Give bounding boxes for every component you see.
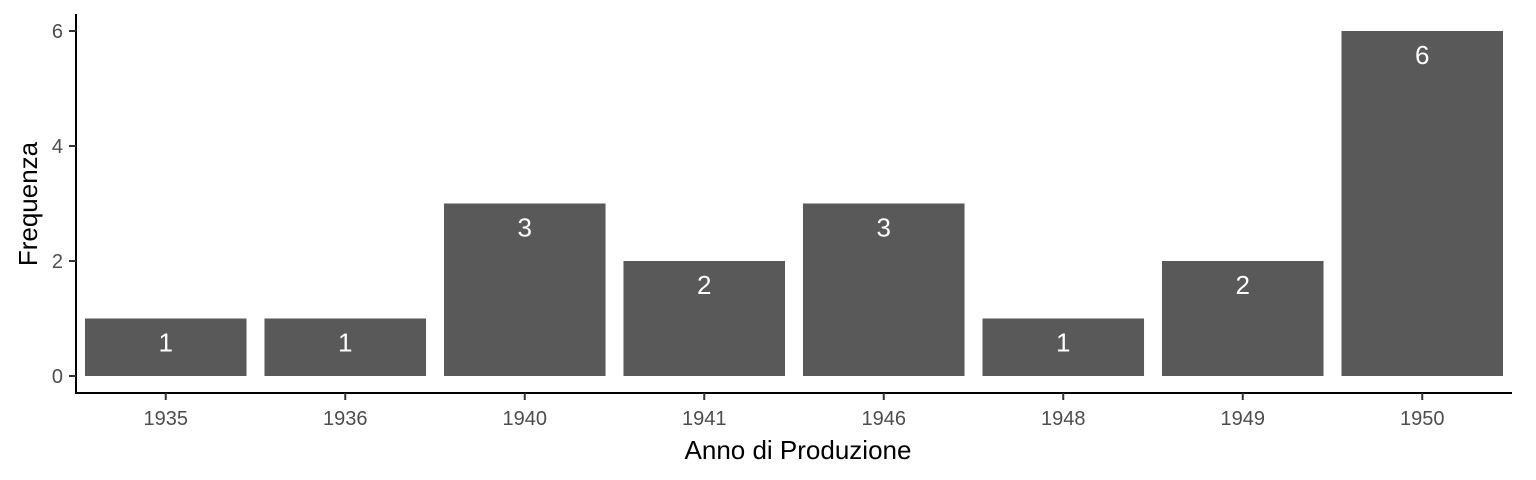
y-tick-label-2: 2 bbox=[52, 251, 63, 273]
x-tick-label-1946: 1946 bbox=[862, 408, 907, 430]
data-label-1949: 2 bbox=[1236, 270, 1250, 300]
bar-1949 bbox=[1161, 261, 1324, 376]
bar-1941 bbox=[623, 261, 786, 376]
y-tick-label-6: 6 bbox=[52, 21, 63, 43]
y-tick-label-0: 0 bbox=[52, 366, 63, 388]
bar-1935 bbox=[84, 318, 247, 376]
bar-1936 bbox=[264, 318, 427, 376]
y-axis-title: Frequenza bbox=[13, 141, 43, 266]
x-tick-label-1950: 1950 bbox=[1400, 408, 1445, 430]
x-axis-title: Anno di Produzione bbox=[685, 435, 912, 465]
bars-layer bbox=[84, 31, 1504, 376]
data-labels-layer: 1 1 3 2 3 1 2 6 bbox=[159, 40, 1430, 358]
y-ticks-layer: 0 2 4 6 bbox=[52, 21, 76, 388]
bar-1948 bbox=[982, 318, 1145, 376]
y-tick-label-4: 4 bbox=[52, 136, 63, 158]
x-ticks-layer: 1935 1936 1940 1941 1946 1948 1949 1950 bbox=[144, 393, 1445, 430]
data-label-1935: 1 bbox=[159, 328, 173, 358]
data-label-1950: 6 bbox=[1415, 40, 1429, 70]
x-tick-label-1949: 1949 bbox=[1221, 408, 1266, 430]
x-tick-label-1940: 1940 bbox=[503, 408, 548, 430]
bar-1946 bbox=[802, 203, 965, 376]
data-label-1940: 3 bbox=[518, 213, 532, 243]
x-tick-label-1941: 1941 bbox=[682, 408, 727, 430]
data-label-1948: 1 bbox=[1056, 328, 1070, 358]
x-tick-label-1935: 1935 bbox=[144, 408, 189, 430]
x-tick-label-1948: 1948 bbox=[1041, 408, 1086, 430]
bar-1940 bbox=[443, 203, 606, 376]
data-label-1946: 3 bbox=[877, 213, 891, 243]
data-label-1941: 2 bbox=[697, 270, 711, 300]
bar-1950 bbox=[1341, 31, 1504, 376]
data-label-1936: 1 bbox=[338, 328, 352, 358]
x-tick-label-1936: 1936 bbox=[323, 408, 368, 430]
